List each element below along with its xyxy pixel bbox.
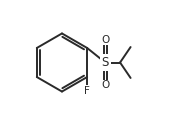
Text: O: O <box>101 35 109 45</box>
Text: O: O <box>101 80 109 90</box>
Text: F: F <box>84 86 90 96</box>
Text: S: S <box>102 56 109 69</box>
